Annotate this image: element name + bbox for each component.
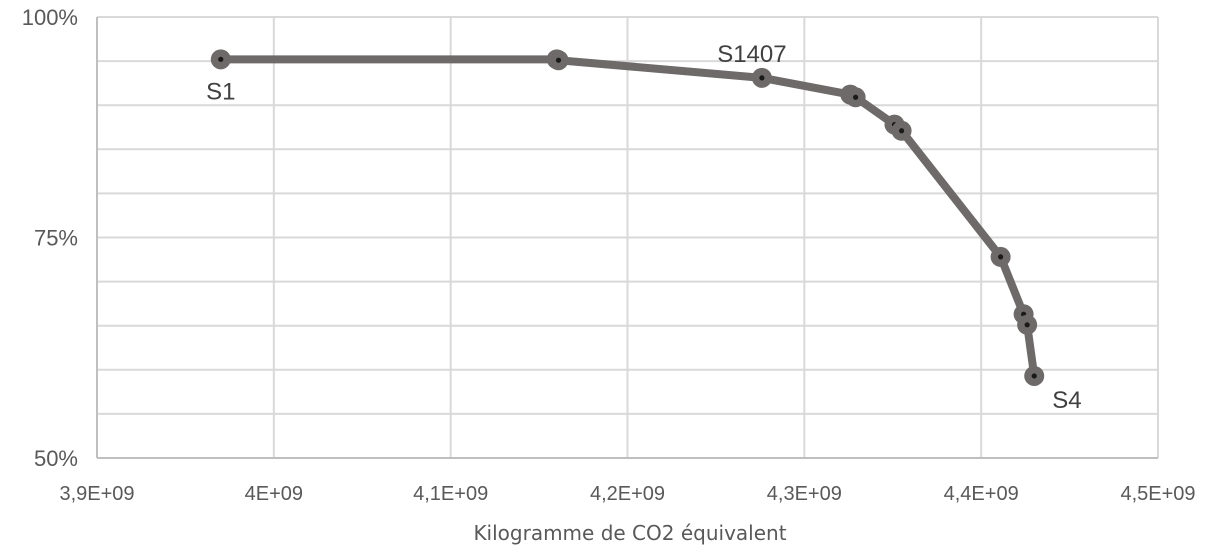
data-point-center	[998, 254, 1004, 260]
grid-layer	[97, 16, 1159, 458]
x-tick-label: 4,3E+09	[767, 483, 842, 505]
data-point-center	[759, 75, 765, 81]
y-tick-label: 50%	[34, 446, 78, 471]
label-layer: S1 S1407 S4	[206, 41, 1081, 414]
data-point	[891, 120, 912, 141]
x-tick-label: 3,9E+09	[59, 483, 134, 505]
x-tick-label: 4,5E+09	[1120, 483, 1195, 505]
data-point-center	[555, 57, 562, 63]
x-tick-label: 4,2E+09	[590, 483, 665, 505]
data-point-center	[1031, 373, 1037, 379]
x-tick-label: 4E+09	[245, 483, 303, 505]
data-point	[990, 246, 1011, 267]
point-annotation: S1407	[717, 41, 786, 68]
data-point	[1017, 314, 1038, 335]
data-point-center	[853, 94, 859, 100]
data-point-center	[218, 56, 224, 62]
data-point	[751, 67, 772, 88]
point-annotation: S1	[206, 78, 235, 105]
axis-layer: 3,9E+09 4E+09 4,1E+09 4,2E+09 4,3E+09 4,4E+09…	[22, 5, 1196, 505]
data-point	[845, 87, 866, 108]
y-tick-label: 100%	[22, 5, 78, 30]
x-tick-label: 4,4E+09	[944, 483, 1019, 505]
data-point	[210, 49, 231, 70]
x-axis-title: Kilogramme de CO2 équivalent	[473, 521, 786, 545]
point-annotation: S4	[1052, 387, 1081, 414]
series-layer	[210, 49, 1045, 386]
x-tick-label: 4,1E+09	[413, 483, 488, 505]
data-point	[548, 50, 569, 71]
data-point-center	[898, 128, 905, 134]
data-point-center	[1024, 322, 1030, 328]
y-tick-label: 75%	[34, 226, 78, 251]
data-point	[1024, 365, 1045, 386]
